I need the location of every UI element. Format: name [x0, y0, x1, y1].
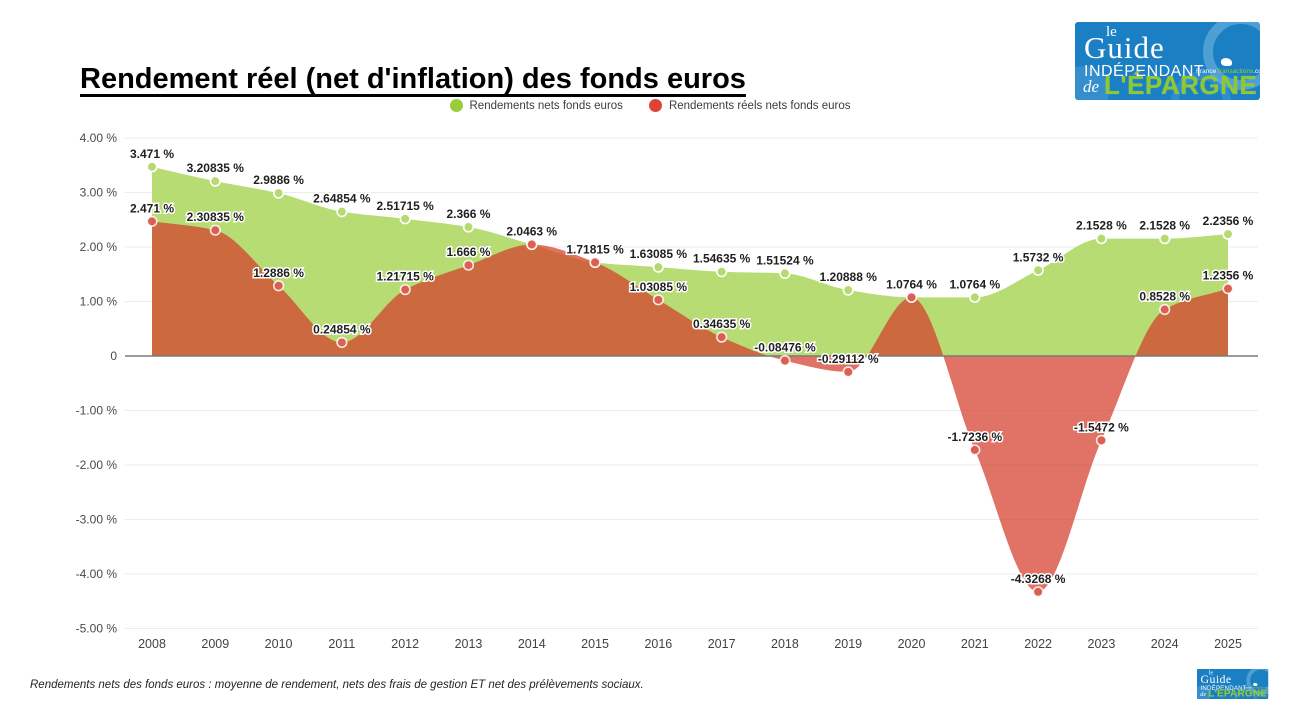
green-series-dot-icon — [449, 99, 463, 112]
logo-text-de: de — [1083, 77, 1100, 96]
svg-text:2012: 2012 — [391, 637, 419, 651]
svg-text:3.00 %: 3.00 % — [80, 186, 118, 200]
svg-text:1.20888 %: 1.20888 % — [820, 270, 878, 284]
page-title: Rendement réel (net d'inflation) des fon… — [80, 63, 746, 96]
logo-circle-decoration — [1233, 688, 1258, 700]
logo-circle-decoration — [1246, 669, 1269, 696]
footer-note: Rendements nets des fonds euros : moyenn… — [30, 679, 644, 691]
logo-circle-decoration — [1197, 685, 1211, 700]
svg-text:-2.00 %: -2.00 % — [76, 458, 118, 472]
svg-text:2010: 2010 — [265, 637, 293, 651]
logo-text-guide: Guide — [1200, 672, 1232, 686]
svg-text:0: 0 — [110, 349, 117, 363]
svg-text:2017: 2017 — [708, 637, 736, 651]
svg-text:2019: 2019 — [834, 637, 862, 651]
svg-text:-1.00 %: -1.00 % — [76, 404, 118, 418]
logo-site-prefix: France — [1243, 686, 1252, 690]
svg-text:0.24854 %: 0.24854 % — [313, 322, 371, 336]
svg-text:1.21715 %: 1.21715 % — [376, 270, 434, 284]
svg-text:2.366 %: 2.366 % — [446, 207, 490, 221]
svg-text:2.51715 %: 2.51715 % — [376, 199, 434, 213]
svg-text:2.0463 %: 2.0463 % — [506, 224, 557, 238]
logo-site-mid: Transactions — [1216, 68, 1254, 75]
svg-text:2.471 %: 2.471 % — [130, 201, 174, 215]
svg-text:-4.3268 %: -4.3268 % — [1011, 572, 1066, 586]
guide-epargne-logo: le Guide INDÉPENDANT FranceTransactions.… — [1075, 22, 1260, 100]
svg-text:4.00 %: 4.00 % — [80, 131, 118, 145]
red-series-dot-icon — [648, 99, 662, 112]
svg-text:1.5732 %: 1.5732 % — [1013, 250, 1064, 264]
chart-legend: Rendements nets fonds euros Rendements r… — [0, 99, 1300, 112]
svg-text:2015: 2015 — [581, 637, 609, 651]
svg-text:-1.7236 %: -1.7236 % — [947, 430, 1002, 444]
svg-text:1.03085 %: 1.03085 % — [630, 280, 688, 294]
svg-text:3.20835 %: 3.20835 % — [187, 161, 245, 175]
svg-text:2020: 2020 — [898, 637, 926, 651]
logo-text-epargne: L'ÉPARGNE — [1208, 687, 1268, 700]
svg-text:0.8528 %: 0.8528 % — [1139, 290, 1190, 304]
svg-text:1.0764 %: 1.0764 % — [886, 277, 937, 291]
logo-text-le: le — [1106, 24, 1117, 40]
svg-text:2016: 2016 — [644, 637, 672, 651]
svg-text:2.1528 %: 2.1528 % — [1076, 219, 1127, 233]
logo-site-text: FranceTransactions.com — [1244, 687, 1269, 690]
logo-circle-decoration — [1203, 22, 1260, 90]
svg-text:2013: 2013 — [455, 637, 483, 651]
swan-icon — [1253, 682, 1258, 686]
logo-site-suffix: .com — [1265, 686, 1269, 690]
svg-text:2008: 2008 — [138, 637, 166, 651]
svg-text:2.64854 %: 2.64854 % — [313, 192, 371, 206]
svg-text:-3.00 %: -3.00 % — [76, 513, 118, 527]
logo-text-epargne: L'ÉPARGNE — [1104, 70, 1258, 100]
svg-text:0.34635 %: 0.34635 % — [693, 317, 751, 331]
logo-site-suffix: .com — [1253, 68, 1260, 75]
svg-text:2.30835 %: 2.30835 % — [187, 210, 245, 224]
svg-text:2.00 %: 2.00 % — [80, 240, 118, 254]
svg-text:2022: 2022 — [1024, 637, 1052, 651]
svg-text:1.71815 %: 1.71815 % — [566, 242, 624, 256]
svg-text:3.471 %: 3.471 % — [130, 147, 174, 161]
logo-text-independant: INDÉPENDANT — [1200, 684, 1247, 692]
svg-text:2.2356 %: 2.2356 % — [1203, 214, 1254, 228]
svg-text:2021: 2021 — [961, 637, 989, 651]
svg-text:1.63085 %: 1.63085 % — [630, 247, 688, 261]
svg-text:-1.5472 %: -1.5472 % — [1074, 420, 1129, 434]
logo-site-mid: Transactions — [1251, 686, 1266, 690]
legend-label: Rendements nets fonds euros — [469, 99, 623, 112]
logo-text-le: le — [1208, 669, 1214, 676]
logo-site-text: FranceTransactions.com — [1196, 68, 1260, 75]
svg-text:1.54635 %: 1.54635 % — [693, 252, 751, 266]
svg-text:-0.08476 %: -0.08476 % — [754, 341, 816, 355]
svg-text:2023: 2023 — [1088, 637, 1116, 651]
logo-text-de: de — [1200, 690, 1207, 698]
svg-text:1.51524 %: 1.51524 % — [756, 253, 814, 267]
svg-text:2011: 2011 — [328, 637, 355, 651]
svg-text:2018: 2018 — [771, 637, 799, 651]
svg-text:1.2356 %: 1.2356 % — [1203, 269, 1254, 283]
swan-icon — [1221, 58, 1232, 66]
logo-text-independant: INDÉPENDANT — [1084, 63, 1205, 80]
svg-text:2014: 2014 — [518, 637, 546, 651]
legend-label: Rendements réels nets fonds euros — [668, 99, 851, 112]
svg-text:-5.00 %: -5.00 % — [76, 622, 118, 636]
logo-site-prefix: France — [1196, 68, 1217, 75]
guide-epargne-logo-small: le Guide INDÉPENDANT FranceTransactions.… — [1197, 669, 1269, 700]
svg-text:-4.00 %: -4.00 % — [76, 567, 118, 581]
svg-text:2025: 2025 — [1214, 637, 1242, 651]
svg-text:1.666 %: 1.666 % — [446, 245, 490, 259]
svg-text:2009: 2009 — [201, 637, 229, 651]
svg-text:2024: 2024 — [1151, 637, 1179, 651]
svg-text:2.1528 %: 2.1528 % — [1139, 219, 1190, 233]
legend-item-rendements-reels: Rendements réels nets fonds euros — [648, 99, 851, 112]
svg-text:1.0764 %: 1.0764 % — [949, 277, 1000, 291]
svg-text:-0.29112 %: -0.29112 % — [818, 352, 879, 366]
logo-text-guide: Guide — [1084, 30, 1165, 65]
legend-item-rendements-nets: Rendements nets fonds euros — [449, 99, 623, 112]
svg-text:1.2886 %: 1.2886 % — [253, 266, 304, 280]
svg-text:1.00 %: 1.00 % — [80, 295, 118, 309]
svg-text:2.9886 %: 2.9886 % — [253, 173, 304, 187]
